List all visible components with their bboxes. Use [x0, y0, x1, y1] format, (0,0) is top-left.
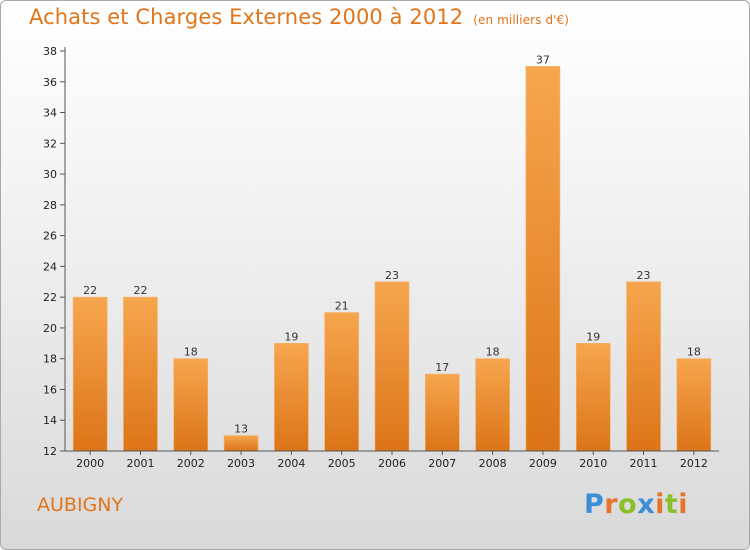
bar-2006 [374, 281, 410, 452]
data-label-2003: 13 [234, 423, 248, 436]
y-tick-label: 12 [43, 445, 57, 458]
chart-title-text: Achats et Charges Externes 2000 à 2012 [29, 5, 464, 29]
data-label-2010: 19 [586, 330, 600, 343]
y-tick-label: 18 [43, 353, 57, 366]
x-tick-label-2007: 2007 [428, 457, 456, 470]
logo-letter: t [664, 489, 679, 520]
data-label-2012: 18 [687, 346, 701, 359]
data-label-2004: 19 [284, 330, 298, 343]
y-tick-label: 22 [43, 291, 57, 304]
x-tick-label-2010: 2010 [579, 457, 607, 470]
y-tick-label: 38 [43, 45, 57, 58]
data-label-2000: 22 [83, 284, 97, 297]
bar-2004 [274, 343, 309, 452]
chart-subtitle: (en milliers d'€) [473, 13, 570, 27]
data-label-2006: 23 [385, 269, 399, 282]
bar-2009 [525, 66, 561, 452]
logo-letter: i [655, 489, 665, 520]
data-label-2008: 18 [486, 346, 500, 359]
bar-2001 [123, 296, 158, 452]
x-tick-label-2001: 2001 [126, 457, 154, 470]
y-tick-label: 30 [43, 168, 57, 181]
bar-2012 [676, 358, 712, 452]
x-axis: 2000 2001 2002 2003 2004 2005 2006 2007 2008 2009… [65, 450, 719, 470]
bar-2005 [324, 312, 359, 452]
bar-2008 [475, 358, 510, 452]
x-tick-label-2005: 2005 [328, 457, 356, 470]
bar-2003 [223, 435, 259, 452]
x-tick-label-2008: 2008 [479, 457, 507, 470]
bar-2007 [425, 373, 460, 452]
y-tick-label: 26 [43, 230, 57, 243]
bar-2011 [626, 281, 661, 452]
bar-2002 [173, 358, 209, 452]
data-label-2009: 37 [536, 53, 550, 66]
data-label-2011: 23 [637, 269, 651, 282]
x-tick-label-2009: 2009 [529, 457, 557, 470]
data-label-2007: 17 [435, 361, 449, 374]
bars: 22 22 18 13 19 21 23 17 18 37 19 23 18 [72, 53, 712, 452]
y-tick-label: 36 [43, 76, 57, 89]
x-tick-label-2002: 2002 [177, 457, 205, 470]
bar-2010 [575, 343, 611, 452]
y-axis: 12 14 16 18 20 22 24 26 28 30 32 34 36 38 [43, 45, 66, 458]
data-label-2005: 21 [335, 300, 349, 313]
logo-letter: x [637, 489, 656, 520]
data-label-2002: 18 [184, 346, 198, 359]
x-tick-label-2011: 2011 [630, 457, 658, 470]
bar-2000 [72, 296, 108, 452]
y-tick-label: 28 [43, 199, 57, 212]
x-tick-label-2000: 2000 [76, 457, 104, 470]
y-tick-label: 14 [43, 414, 57, 427]
proxiti-logo: Proxiti [584, 489, 688, 520]
logo-letter: P [584, 489, 605, 520]
logo-letter: i [678, 489, 689, 520]
x-tick-label-2012: 2012 [680, 457, 708, 470]
y-tick-label: 24 [43, 260, 57, 273]
x-tick-label-2003: 2003 [227, 457, 255, 470]
logo-letter: r [604, 489, 619, 520]
y-tick-label: 16 [43, 383, 57, 396]
logo-letter: o [618, 489, 638, 520]
x-tick-label-2004: 2004 [277, 457, 305, 470]
x-tick-label-2006: 2006 [378, 457, 406, 470]
y-tick-label: 32 [43, 137, 57, 150]
data-label-2001: 22 [133, 284, 147, 297]
y-tick-label: 34 [43, 107, 57, 120]
commune-name: AUBIGNY [37, 494, 124, 516]
chart-title: Achats et Charges Externes 2000 à 2012 (e… [29, 5, 569, 29]
y-tick-label: 20 [43, 322, 57, 335]
